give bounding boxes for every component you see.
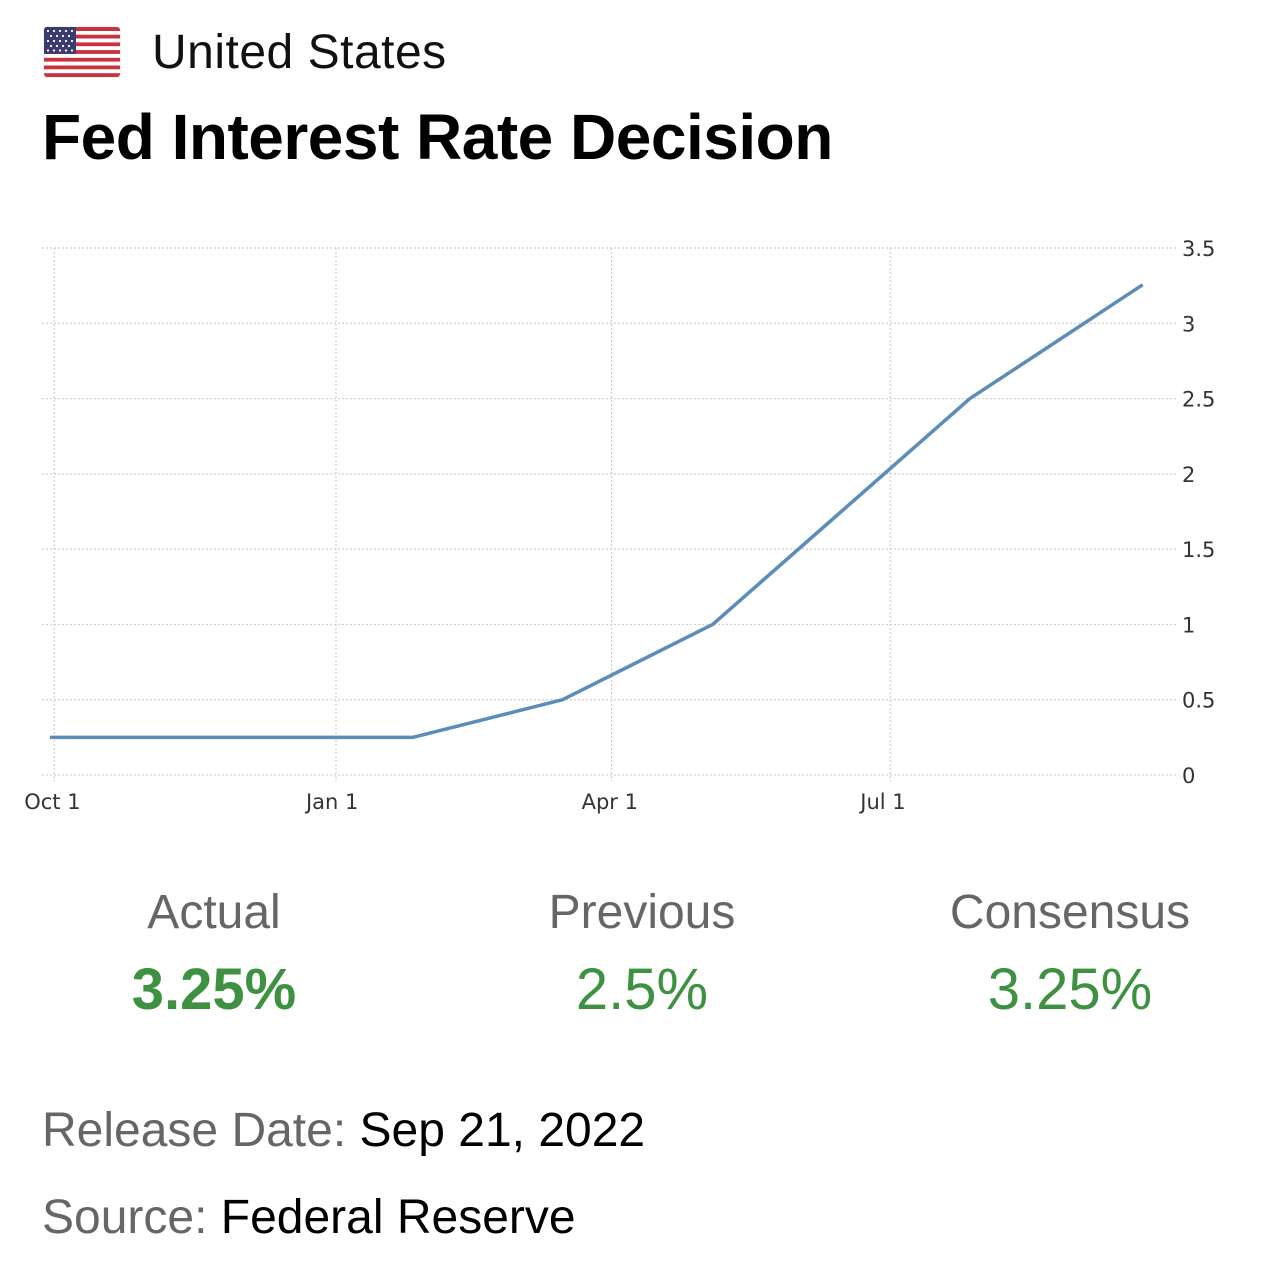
y-tick-label: 2 bbox=[1182, 463, 1195, 487]
actual-value: 3.25% bbox=[131, 957, 297, 1022]
release-date-label: Release Date: bbox=[42, 1104, 347, 1157]
release-date-row: Release Date: Sep 21, 2022 bbox=[42, 1103, 645, 1158]
consensus-label: Consensus bbox=[949, 886, 1191, 939]
stat-consensus: Consensus 3.25% bbox=[890, 885, 1250, 1023]
x-tick-label: Apr 1 bbox=[582, 790, 638, 814]
y-tick-label: 2.5 bbox=[1182, 388, 1215, 412]
interest-rate-chart: 0 0.5 1 1.5 2 2.5 3 3.5 Oct 1 Jan 1 Apr 1 Jul 1 bbox=[24, 237, 1215, 814]
x-tick-label: Oct 1 bbox=[24, 790, 80, 814]
source-label: Source: bbox=[42, 1191, 208, 1244]
consensus-value: 3.25% bbox=[987, 957, 1153, 1022]
x-tick-label: Jan 1 bbox=[304, 790, 358, 814]
stat-actual: Actual 3.25% bbox=[34, 885, 394, 1023]
source-row: Source: Federal Reserve bbox=[42, 1190, 576, 1245]
rate-series-line bbox=[50, 283, 1144, 740]
y-tick-label: 0.5 bbox=[1182, 689, 1215, 713]
x-tick-label: Jul 1 bbox=[858, 790, 905, 814]
y-tick-label: 1 bbox=[1182, 613, 1195, 637]
page-title: Fed Interest Rate Decision bbox=[42, 101, 833, 173]
y-tick-label: 3.5 bbox=[1182, 237, 1215, 261]
release-date-value: Sep 21, 2022 bbox=[359, 1104, 646, 1157]
actual-label: Actual bbox=[147, 886, 281, 939]
y-tick-label: 3 bbox=[1182, 312, 1195, 336]
country-name: United States bbox=[152, 25, 447, 79]
y-tick-label: 0 bbox=[1182, 764, 1195, 788]
previous-value: 2.5% bbox=[575, 957, 709, 1022]
country-header: United States bbox=[44, 22, 447, 82]
stat-previous: Previous 2.5% bbox=[462, 885, 822, 1023]
source-value: Federal Reserve bbox=[220, 1191, 576, 1244]
us-flag-icon bbox=[44, 27, 120, 77]
y-tick-label: 1.5 bbox=[1182, 538, 1215, 562]
previous-label: Previous bbox=[548, 886, 736, 939]
